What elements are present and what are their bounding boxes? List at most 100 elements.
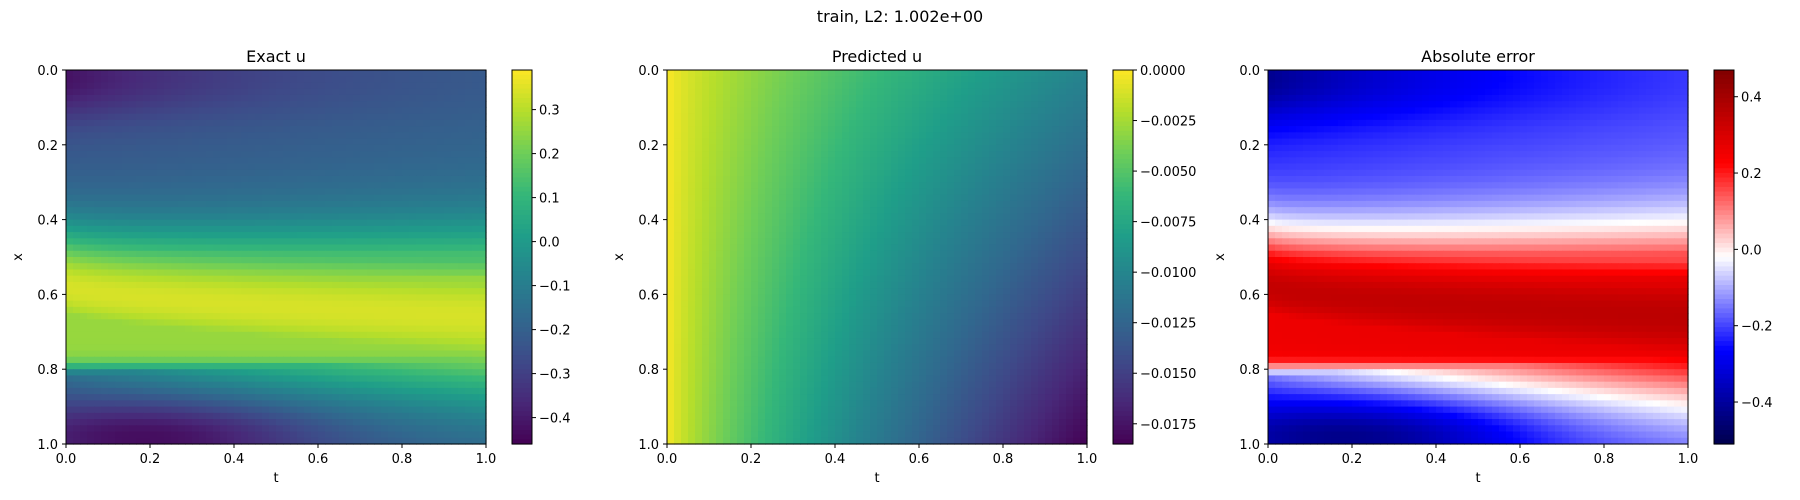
- heatmap-cell: [276, 294, 284, 302]
- heatmap-cell: [409, 313, 417, 320]
- heatmap-cell: [248, 281, 256, 289]
- heatmap-cell: [227, 194, 235, 202]
- heatmap-cell: [213, 225, 221, 233]
- heatmap-cell: [374, 319, 382, 327]
- heatmap-cell: [360, 281, 368, 289]
- colorbar-segment: [512, 238, 532, 244]
- heatmap-cell: [821, 144, 829, 152]
- heatmap-cell: [458, 281, 466, 289]
- heatmap-cell: [437, 257, 445, 264]
- heatmap-cell: [961, 144, 969, 152]
- heatmap-cell: [465, 263, 473, 271]
- heatmap-cell: [1066, 157, 1074, 165]
- heatmap-cell: [374, 188, 382, 196]
- heatmap-cell: [360, 419, 368, 426]
- heatmap-cell: [206, 119, 214, 127]
- heatmap-cell: [758, 113, 766, 121]
- heatmap-cell: [374, 157, 382, 165]
- heatmap-cell: [227, 151, 235, 158]
- heatmap-cell: [451, 219, 459, 227]
- heatmap-cell: [115, 151, 123, 158]
- heatmap-cell: [968, 194, 976, 202]
- heatmap-cell: [234, 381, 242, 389]
- heatmap-cell: [681, 119, 689, 127]
- heatmap-cell: [234, 70, 242, 77]
- heatmap-cell: [122, 157, 130, 165]
- heatmap-cell: [115, 356, 123, 364]
- heatmap-cell: [213, 138, 221, 146]
- heatmap-cell: [381, 219, 389, 227]
- heatmap-cell: [80, 169, 88, 177]
- heatmap-cell: [835, 119, 843, 127]
- heatmap-cell: [171, 238, 179, 246]
- heatmap-cell: [1080, 132, 1088, 140]
- heatmap-cell: [968, 88, 976, 96]
- heatmap-cell: [290, 319, 298, 327]
- heatmap-cell: [367, 169, 375, 177]
- heatmap-cell: [744, 132, 752, 140]
- heatmap-cell: [730, 82, 738, 90]
- heatmap-cell: [164, 157, 172, 165]
- heatmap-cell: [835, 126, 843, 133]
- heatmap-cell: [423, 182, 431, 190]
- colorbar-segment: [512, 158, 532, 165]
- heatmap-cell: [248, 88, 256, 96]
- heatmap-cell: [479, 213, 487, 221]
- heatmap-cell: [297, 169, 305, 177]
- heatmap-cell: [311, 94, 319, 102]
- heatmap-cell: [1010, 101, 1018, 108]
- heatmap-cell: [1080, 163, 1088, 171]
- heatmap-cell: [409, 82, 417, 90]
- heatmap-cell: [353, 151, 361, 158]
- heatmap-cell: [395, 219, 403, 227]
- heatmap-cell: [171, 250, 179, 258]
- heatmap-cell: [269, 70, 277, 77]
- heatmap-cell: [290, 163, 298, 171]
- heatmap-cell: [856, 88, 864, 96]
- heatmap-cell: [1066, 107, 1074, 115]
- heatmap-cell: [381, 163, 389, 171]
- heatmap-cell: [430, 362, 438, 370]
- heatmap-cell: [318, 157, 326, 165]
- heatmap-cell: [891, 163, 899, 171]
- heatmap-cell: [360, 344, 368, 352]
- heatmap-cell: [304, 362, 312, 370]
- heatmap-cell: [828, 113, 836, 121]
- heatmap-cell: [786, 113, 794, 121]
- heatmap-cell: [793, 138, 801, 146]
- heatmap-cell: [409, 238, 417, 246]
- heatmap-cell: [136, 138, 144, 146]
- heatmap-cell: [982, 101, 990, 108]
- heatmap-cell: [968, 82, 976, 90]
- heatmap-cell: [143, 381, 151, 389]
- heatmap-cell: [744, 144, 752, 152]
- heatmap-cell: [367, 207, 375, 214]
- heatmap-cell: [297, 437, 305, 445]
- heatmap-cell: [381, 369, 389, 377]
- heatmap-cell: [122, 387, 130, 395]
- heatmap-cell: [1073, 182, 1081, 190]
- heatmap-cell: [248, 375, 256, 383]
- heatmap-cell: [667, 175, 675, 183]
- heatmap-cell: [234, 281, 242, 289]
- heatmap-cell: [66, 369, 74, 377]
- heatmap-cell: [157, 126, 165, 133]
- heatmap-cell: [744, 188, 752, 196]
- heatmap-cell: [206, 94, 214, 102]
- heatmap-cell: [269, 338, 277, 345]
- heatmap-cell: [702, 113, 710, 121]
- heatmap-cell: [1024, 151, 1032, 158]
- heatmap-cell: [290, 119, 298, 127]
- heatmap-cell: [465, 362, 473, 370]
- heatmap-cell: [898, 113, 906, 121]
- heatmap-cell: [423, 151, 431, 158]
- heatmap-cell: [479, 313, 487, 320]
- heatmap-cell: [80, 257, 88, 264]
- heatmap-cell: [115, 275, 123, 283]
- heatmap-cell: [164, 70, 172, 77]
- heatmap-cell: [842, 126, 850, 133]
- heatmap-cell: [772, 144, 780, 152]
- heatmap-cell: [807, 188, 815, 196]
- heatmap-cell: [786, 175, 794, 183]
- heatmap-cell: [311, 300, 319, 308]
